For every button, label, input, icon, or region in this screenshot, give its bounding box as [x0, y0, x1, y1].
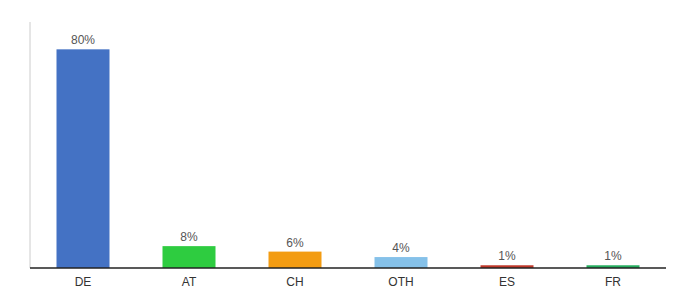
x-axis-line	[30, 267, 666, 269]
x-tick-label: AT	[182, 275, 197, 289]
data-label: 1%	[498, 249, 516, 263]
x-tick-label: OTH	[388, 275, 413, 289]
bar	[375, 257, 428, 268]
chart-container: 80% 8% 6% 4% 1% 1% DE AT CH OTH ES FR	[0, 0, 680, 300]
bar	[269, 252, 322, 268]
x-tick-label: FR	[605, 275, 621, 289]
bar	[163, 246, 216, 268]
x-tick-label: ES	[499, 275, 515, 289]
data-label: 1%	[604, 249, 622, 263]
data-label: 4%	[392, 241, 410, 255]
bar	[57, 49, 110, 268]
y-axis-line	[30, 22, 31, 268]
bars	[57, 49, 640, 268]
x-tick-label: CH	[286, 275, 303, 289]
x-tick-label: DE	[75, 275, 92, 289]
data-label: 6%	[286, 236, 304, 250]
data-label: 8%	[180, 230, 198, 244]
chart: 80% 8% 6% 4% 1% 1% DE AT CH OTH ES FR	[0, 0, 680, 300]
data-label: 80%	[71, 33, 95, 47]
